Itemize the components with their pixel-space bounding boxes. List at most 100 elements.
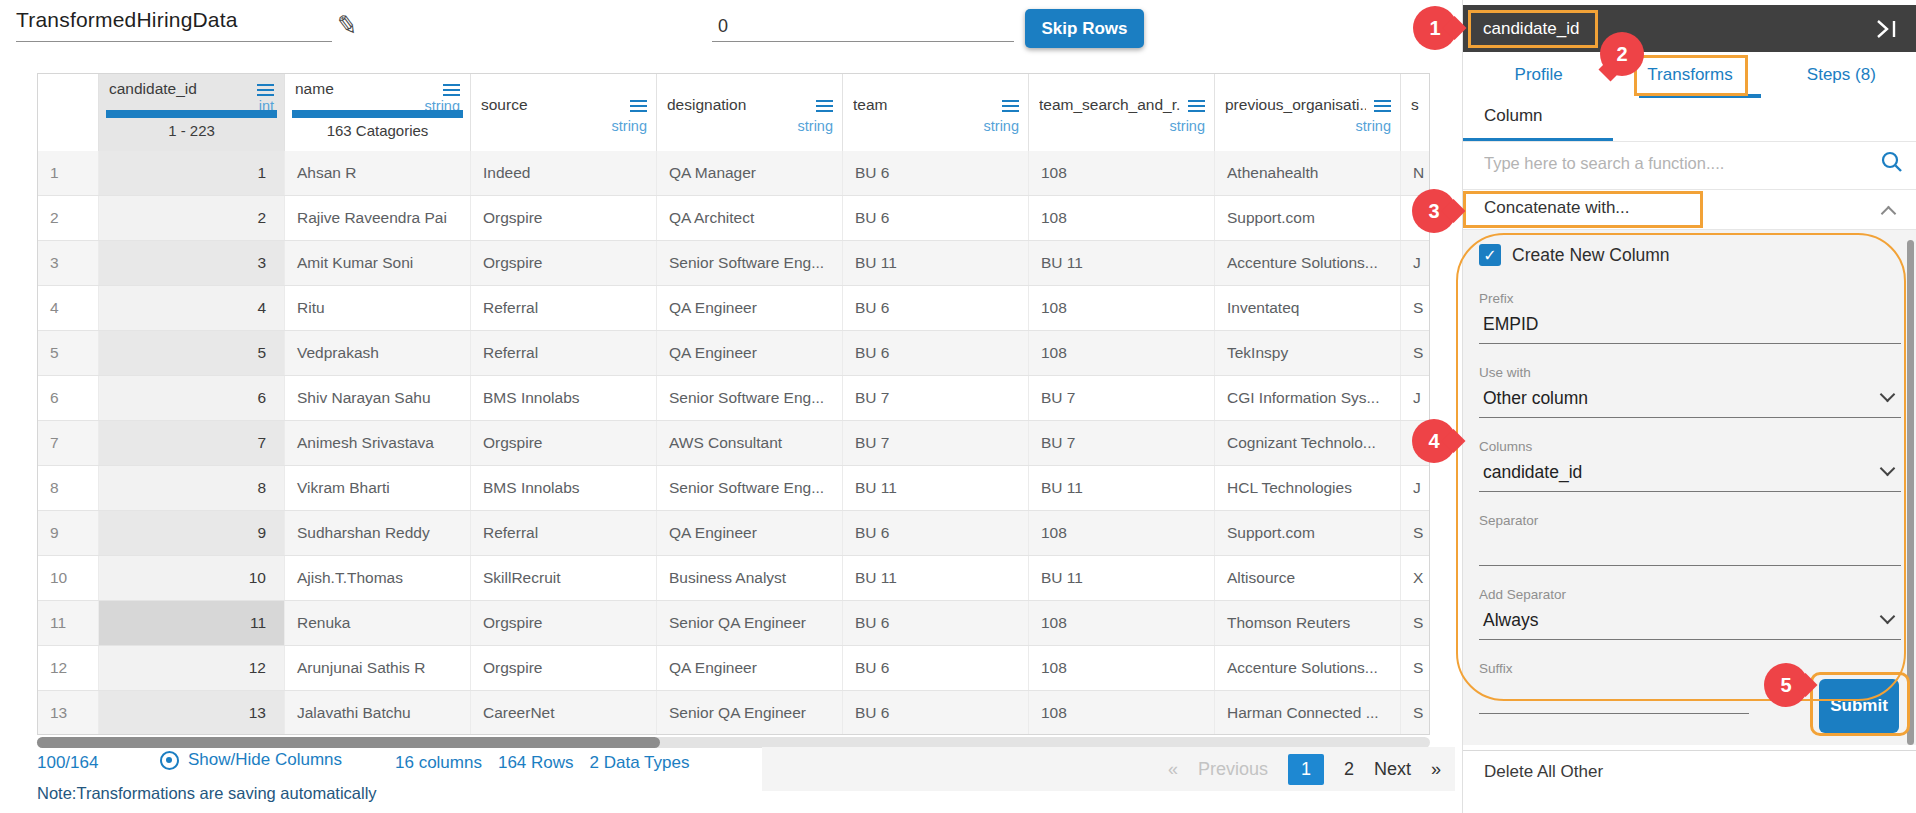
column-menu-icon[interactable] xyxy=(1188,100,1205,102)
cell-s: A xyxy=(1401,421,1430,465)
cell-designation: Senior Software Eng... xyxy=(657,241,843,285)
chevron-down-icon[interactable] xyxy=(1882,460,1893,478)
horizontal-scrollbar-thumb[interactable] xyxy=(37,737,660,748)
cell-name: Vikram Bharti xyxy=(285,466,471,510)
column-header-team[interactable]: teamstring xyxy=(843,74,1029,151)
column-header-name[interactable]: namestring163 Catagories xyxy=(285,74,471,151)
subtab-column[interactable]: Column xyxy=(1484,106,1543,126)
cell-designation: AWS Consultant xyxy=(657,421,843,465)
field-value-select[interactable]: candidate_id xyxy=(1479,462,1901,485)
column-menu-icon[interactable] xyxy=(1374,100,1391,102)
show-hide-columns-button[interactable]: Show/Hide Columns xyxy=(160,750,342,770)
cell-previous_organisati...: Harman Connected ... xyxy=(1215,691,1401,735)
show-hide-columns-label: Show/Hide Columns xyxy=(188,750,342,770)
cell-candidate_id: 3 xyxy=(99,241,285,285)
data-types-count: 2 Data Types xyxy=(590,753,690,773)
column-header-previous_organisati...[interactable]: previous_organisati...string xyxy=(1215,74,1401,151)
function-group-delete-all-other[interactable]: Delete All Other xyxy=(1484,762,1603,782)
tab-profile[interactable]: Profile xyxy=(1463,52,1614,98)
cell-previous_organisati...: HCL Technologies xyxy=(1215,466,1401,510)
column-header-source[interactable]: sourcestring xyxy=(471,74,657,151)
cell-team: BU 7 xyxy=(843,376,1029,420)
cell-previous_organisati...: Thomson Reuters xyxy=(1215,601,1401,645)
search-icon[interactable] xyxy=(1880,150,1904,178)
row-number: 2 xyxy=(38,196,99,240)
cell-candidate_id: 1 xyxy=(99,151,285,195)
column-distribution-bar xyxy=(106,110,277,118)
column-header-designation[interactable]: designationstring xyxy=(657,74,843,151)
column-name: designation xyxy=(667,96,808,114)
column-distribution-bar xyxy=(292,110,463,118)
cell-previous_organisati...: TekInspy xyxy=(1215,331,1401,375)
field-use-with: Use withOther column xyxy=(1479,365,1901,418)
collapse-panel-icon[interactable] xyxy=(1875,19,1901,43)
panel-scrollbar-thumb[interactable] xyxy=(1907,240,1914,745)
table-row: 88Vikram BhartiBMS InnolabsSenior Softwa… xyxy=(38,466,1429,511)
cell-candidate_id: 10 xyxy=(99,556,285,600)
table-row: 77Animesh SrivastavaOrgspireAWS Consulta… xyxy=(38,421,1429,466)
edit-pencil-icon[interactable]: ✎ xyxy=(334,9,360,43)
column-header-candidate_id[interactable]: candidate_idint1 - 223 xyxy=(99,74,285,151)
column-menu-icon[interactable] xyxy=(257,84,274,86)
cell-team_search_and_r...: BU 11 xyxy=(1029,241,1215,285)
chevron-down-icon[interactable] xyxy=(1882,608,1893,626)
rows-count: 164 Rows xyxy=(498,753,574,773)
cell-previous_organisati...: Inventateq xyxy=(1215,286,1401,330)
page-1-current[interactable]: 1 xyxy=(1288,754,1324,785)
column-menu-icon[interactable] xyxy=(816,100,833,102)
skip-rows-button[interactable]: Skip Rows xyxy=(1025,9,1144,48)
function-group-concatenate[interactable]: Concatenate with... xyxy=(1484,198,1630,218)
previous-button[interactable]: Previous xyxy=(1198,759,1268,780)
column-menu-icon[interactable] xyxy=(1002,100,1019,102)
function-search-input[interactable] xyxy=(1484,154,1864,173)
column-header-team_search_and_r...[interactable]: team_search_and_r...string xyxy=(1029,74,1215,151)
cell-team: BU 6 xyxy=(843,601,1029,645)
cell-s: X xyxy=(1401,556,1430,600)
cell-designation: QA Engineer xyxy=(657,511,843,555)
field-value-select[interactable]: Other column xyxy=(1479,388,1901,411)
field-underline xyxy=(1479,713,1749,714)
skip-rows-input[interactable] xyxy=(712,12,1014,42)
previous-arrow[interactable]: « xyxy=(1168,759,1178,780)
cell-team_search_and_r...: 108 xyxy=(1029,151,1215,195)
next-button[interactable]: Next xyxy=(1374,759,1411,780)
tab-steps[interactable]: Steps (8) xyxy=(1766,52,1916,98)
cell-previous_organisati...: Cognizant Technolo... xyxy=(1215,421,1401,465)
field-value-select[interactable]: Always xyxy=(1479,610,1901,633)
cell-s: N xyxy=(1401,151,1430,195)
cell-team: BU 7 xyxy=(843,421,1029,465)
cell-source: Referral xyxy=(471,331,657,375)
panel-header: candidate_id xyxy=(1463,5,1916,52)
column-name: candidate_id xyxy=(109,80,254,98)
tab-transforms[interactable]: Transforms xyxy=(1614,52,1765,98)
cell-designation: Senior QA Engineer xyxy=(657,601,843,645)
column-header-s[interactable]: s xyxy=(1401,74,1430,151)
column-menu-icon[interactable] xyxy=(443,84,460,86)
table-row: 33Amit Kumar SoniOrgspireSenior Software… xyxy=(38,241,1429,286)
table-row: 44RituReferralQA EngineerBU 6108Inventat… xyxy=(38,286,1429,331)
column-menu-icon[interactable] xyxy=(630,100,647,102)
cell-designation: QA Engineer xyxy=(657,331,843,375)
column-name: name xyxy=(295,80,440,98)
column-name: s xyxy=(1411,96,1419,114)
field-value[interactable] xyxy=(1479,536,1901,559)
create-new-column-toggle[interactable]: ✓ Create New Column xyxy=(1479,243,1901,267)
column-stat: 163 Catagories xyxy=(285,122,470,139)
cell-name: Jalavathi Batchu xyxy=(285,691,471,735)
cell-team: BU 6 xyxy=(843,151,1029,195)
eye-icon xyxy=(160,751,179,770)
next-arrow[interactable]: » xyxy=(1431,759,1441,780)
cell-team: BU 6 xyxy=(843,511,1029,555)
table-row: 1313Jalavathi BatchuCareerNetSenior QA E… xyxy=(38,691,1429,735)
dataset-title: TransformedHiringData xyxy=(16,8,332,32)
chevron-down-icon[interactable] xyxy=(1882,386,1893,404)
chevron-up-icon[interactable] xyxy=(1883,205,1894,223)
cell-source: Orgspire xyxy=(471,241,657,285)
row-number: 7 xyxy=(38,421,99,465)
field-value[interactable]: EMPID xyxy=(1479,314,1901,337)
checkbox-checked-icon[interactable]: ✓ xyxy=(1479,244,1501,266)
page-2[interactable]: 2 xyxy=(1344,759,1354,780)
field-label: Add Separator xyxy=(1479,587,1901,603)
submit-button[interactable]: Submit xyxy=(1819,679,1899,733)
table-row: 1212Arunjunai Sathis ROrgspireQA Enginee… xyxy=(38,646,1429,691)
